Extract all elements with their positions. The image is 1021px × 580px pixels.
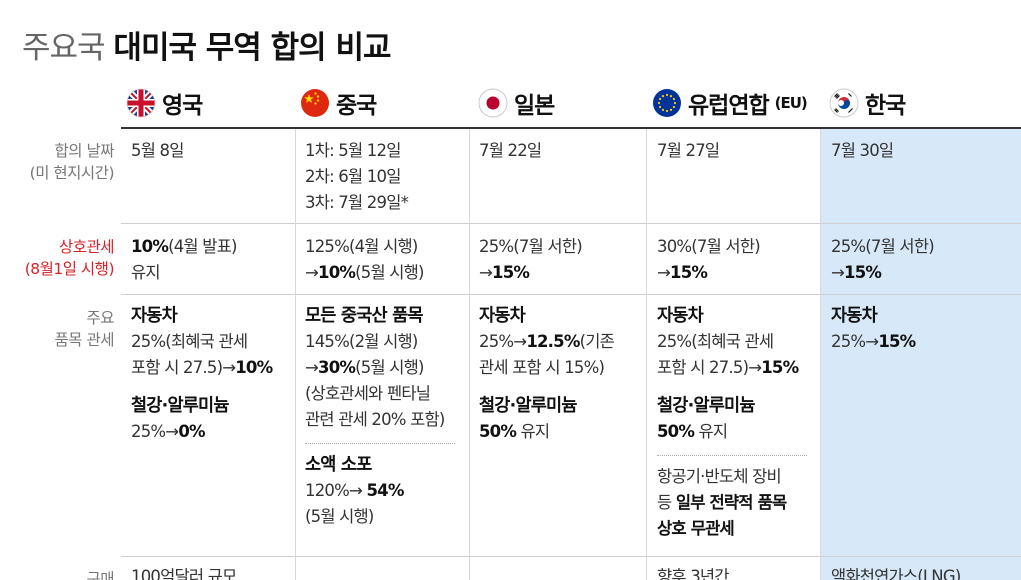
china-flag-icon <box>301 89 329 117</box>
uk-flag-icon <box>126 88 156 118</box>
japan-flag-icon <box>478 88 508 118</box>
row-divider-2 <box>121 294 1021 295</box>
items-kr: 자동차 25%→15% <box>831 306 916 351</box>
country-name-eu: 유럽연합 <box>688 93 770 119</box>
date-uk: 5월 8일 <box>131 141 184 160</box>
eu-items-divider <box>657 455 807 456</box>
header-kr: 한국 <box>829 86 906 120</box>
column-divider-4 <box>820 129 821 580</box>
korea-flag-icon <box>829 88 859 118</box>
date-jp: 7월 22일 <box>479 141 542 160</box>
purchase-uk: 100억달러 규모 <box>131 567 237 580</box>
purchase-eu: 향후 3년간 <box>657 567 729 580</box>
column-divider-3 <box>646 129 647 580</box>
column-divider-1 <box>295 129 296 580</box>
row-divider-1 <box>121 223 1021 224</box>
cn-items-divider <box>305 443 455 444</box>
row-label-date: 합의 날짜 (미 현지시간) <box>29 142 115 182</box>
items-cn: 모든 중국산 품목 145%(2월 시행) →30%(5월 시행) (상호관세와… <box>305 303 455 530</box>
header-uk: 영국 <box>126 86 203 120</box>
items-uk: 자동차 25%(최혜국 관세 포함 시 27.5)→10% 철강·알루미늄 25… <box>131 306 273 441</box>
country-name-jp: 일본 <box>514 93 555 119</box>
row-label-purchase: 구매 <box>86 570 114 580</box>
header-cn: 중국 <box>300 86 377 120</box>
date-cn: 1차: 5월 12일 2차: 6월 10일 3차: 7월 29일* <box>305 141 409 212</box>
column-divider-2 <box>469 129 470 580</box>
country-name-uk: 영국 <box>162 93 203 119</box>
korea-column-highlight <box>821 129 1021 580</box>
row-label-items: 주요 품목 관세 <box>54 309 115 349</box>
items-jp: 자동차 25%→12.5%(기존 관세 포함 시 15%) 철강·알루미늄 50… <box>479 306 615 441</box>
country-name-kr: 한국 <box>865 93 906 119</box>
page-title: 주요국 대미국 무역 합의 비교 <box>22 22 391 67</box>
tariff-kr: 25%(7월 서한) →15% <box>831 237 935 282</box>
tariff-eu: 30%(7월 서한) →15% <box>657 237 761 282</box>
title-main: 대미국 무역 합의 비교 <box>113 30 391 66</box>
date-eu: 7월 27일 <box>657 141 720 160</box>
title-prefix: 주요국 <box>22 30 106 66</box>
country-suffix-eu: (EU) <box>774 94 808 112</box>
country-name-cn: 중국 <box>336 93 377 119</box>
row-label-tariff: 상호관세 (8월1일 시행) <box>24 238 115 278</box>
purchase-kr: 액화천연가스(LNG) <box>831 567 961 580</box>
eu-flag-icon <box>653 89 681 117</box>
tariff-cn: 125%(4월 시행) →10%(5월 시행) <box>305 237 424 282</box>
tariff-jp: 25%(7월 서한) →15% <box>479 237 583 282</box>
items-eu: 자동차 25%(최혜국 관세 포함 시 27.5)→15% 철강·알루미늄 50… <box>657 303 807 542</box>
header-rule <box>121 127 1021 129</box>
row-divider-3 <box>121 556 1021 557</box>
header-eu: 유럽연합 (EU) <box>652 86 808 120</box>
tariff-uk: 10%(4월 발표) 유지 <box>131 237 237 282</box>
date-kr: 7월 30일 <box>831 141 894 160</box>
header-jp: 일본 <box>478 86 555 120</box>
